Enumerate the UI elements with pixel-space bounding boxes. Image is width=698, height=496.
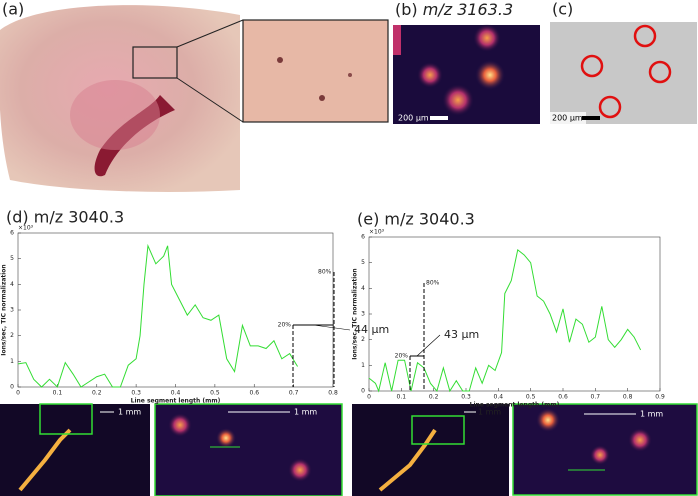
ion-image — [393, 24, 540, 124]
annotation: 80% — [318, 269, 332, 276]
scale-label: 200 µm — [398, 114, 429, 123]
y-tick-label: 2 — [10, 332, 14, 339]
panel-title: m/z 3163.3 — [423, 0, 513, 19]
panel-label: (b) m/z 3163.3 — [395, 0, 513, 19]
x-tick-label: 0.4 — [494, 394, 504, 401]
y-tick-label: 0 — [10, 384, 14, 391]
scale-label: 1 mm — [478, 408, 501, 417]
optical-image — [550, 22, 697, 124]
panel-label: (b) — [395, 0, 418, 19]
x-tick-label: 0.6 — [558, 394, 568, 401]
annotation: 20% — [395, 353, 409, 360]
x-tick-label: 0 — [367, 394, 371, 401]
scale-label: 1 mm — [640, 410, 663, 419]
x-tick-label: 0.3 — [131, 390, 141, 397]
chart-title: (d) m/z 3040.3 — [6, 208, 124, 227]
leader — [416, 334, 441, 357]
panel-label: (a) — [2, 0, 24, 19]
y-tick-label: 1 — [10, 358, 14, 365]
chart-title: (e) m/z 3040.3 — [357, 210, 475, 229]
x-axis-label: Line segment length (mm) — [131, 398, 221, 405]
x-tick-label: 0.4 — [171, 390, 181, 397]
scale-label: 200 µm — [552, 114, 583, 123]
y-tick-label: 0 — [361, 388, 365, 395]
y-axis-label: Ions/sec, TIC normalization — [1, 264, 8, 355]
x-tick-label: 0.8 — [328, 390, 338, 397]
exponent-label: ×10³ — [18, 225, 34, 232]
y-tick-label: 2 — [361, 336, 365, 343]
ion-image — [352, 403, 698, 496]
y-tick-label: 6 — [361, 234, 365, 241]
annotation: 20% — [278, 322, 292, 329]
y-tick-label: 3 — [10, 307, 14, 314]
x-tick-label: 0.3 — [461, 394, 471, 401]
x-tick-label: 0.7 — [591, 394, 601, 401]
y-tick-label: 5 — [361, 259, 365, 266]
y-tick-label: 3 — [361, 311, 365, 318]
leader — [313, 324, 351, 331]
x-tick-label: 0.1 — [397, 394, 407, 401]
x-tick-label: 0.1 — [53, 390, 63, 397]
x-tick-label: 0 — [16, 390, 20, 397]
y-tick-label: 5 — [10, 255, 14, 262]
x-tick-label: 0.9 — [655, 394, 665, 401]
x-tick-label: 0.6 — [249, 390, 259, 397]
data-line — [17, 243, 298, 388]
scale-label: 1 mm — [294, 408, 317, 417]
y-tick-label: 6 — [10, 230, 14, 237]
x-tick-label: 0.8 — [623, 394, 633, 401]
x-axis-label: Line segment length (mm) — [470, 402, 560, 409]
x-tick-label: 0.2 — [429, 394, 439, 401]
data-line — [368, 248, 642, 393]
y-tick-label: 4 — [10, 281, 14, 288]
panel-label: (c) — [552, 0, 573, 19]
annotation: 80% — [426, 280, 440, 287]
y-axis-label: Ions/sec, TIC normalization — [352, 268, 359, 359]
annotation: 43 µm — [444, 328, 479, 341]
annotation: 44 µm — [354, 323, 389, 336]
scale-label: 1 mm — [118, 408, 141, 417]
x-tick-label: 0.5 — [526, 394, 536, 401]
x-tick-label: 0.7 — [289, 390, 299, 397]
x-tick-label: 0.2 — [92, 390, 102, 397]
exponent-label: ×10³ — [369, 229, 385, 236]
x-tick-label: 0.5 — [210, 390, 220, 397]
y-tick-label: 4 — [361, 285, 365, 292]
tissue-image — [0, 5, 389, 192]
y-tick-label: 1 — [361, 362, 365, 369]
plot-area — [368, 236, 661, 392]
ion-image — [0, 403, 343, 496]
